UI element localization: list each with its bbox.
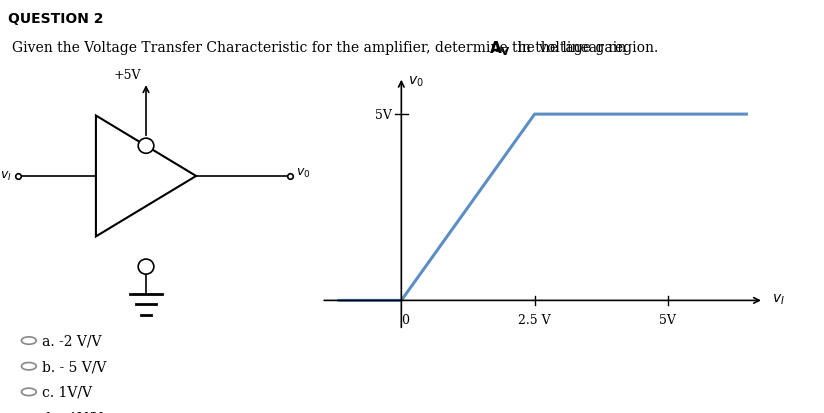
Text: $v_I$: $v_I$ — [772, 292, 784, 306]
Text: a. -2 V/V: a. -2 V/V — [42, 334, 101, 348]
Text: $v_I$: $v_I$ — [0, 170, 12, 183]
Text: $\mathbf{A}_{\mathbf{V}}$: $\mathbf{A}_{\mathbf{V}}$ — [489, 39, 511, 58]
Text: d. - 1V/V: d. - 1V/V — [42, 411, 102, 413]
Circle shape — [21, 337, 36, 344]
Text: 5V: 5V — [375, 108, 391, 121]
Text: $v_0$: $v_0$ — [408, 74, 424, 88]
Text: $v_0$: $v_0$ — [297, 167, 311, 180]
Circle shape — [138, 259, 154, 275]
Text: Given the Voltage Transfer Characteristic for the amplifier, determine the volta: Given the Voltage Transfer Characteristi… — [12, 41, 631, 55]
Text: in the linear region.: in the linear region. — [513, 41, 658, 55]
Text: 2.5 V: 2.5 V — [518, 314, 551, 327]
Text: +5V: +5V — [114, 69, 142, 81]
Polygon shape — [96, 116, 196, 237]
Circle shape — [21, 388, 36, 396]
Text: 5V: 5V — [659, 314, 677, 327]
Text: c. 1V/V: c. 1V/V — [42, 385, 92, 399]
Text: QUESTION 2: QUESTION 2 — [8, 12, 104, 26]
Circle shape — [21, 363, 36, 370]
Text: 0: 0 — [401, 314, 410, 327]
Circle shape — [138, 139, 154, 154]
Text: b. - 5 V/V: b. - 5 V/V — [42, 359, 106, 373]
